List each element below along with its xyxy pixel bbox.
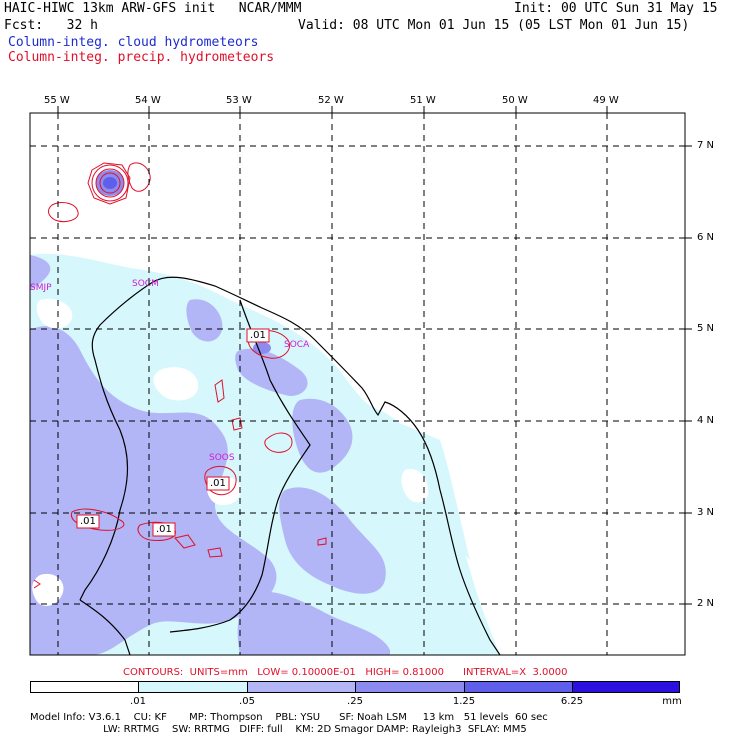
legend-swatch: [30, 681, 138, 693]
station-label-socm: SOCM: [132, 279, 159, 289]
legend-swatch: [138, 681, 247, 693]
map-frame: [29, 112, 686, 656]
lat-label-2n: 2 N: [697, 598, 715, 609]
lon-label-54w: 54 W: [135, 95, 161, 106]
valid-time: Valid: 08 UTC Mon 01 Jun 15 (05 LST Mon …: [298, 18, 690, 33]
station-label-soos: SOOS: [209, 453, 235, 463]
plot-title: HAIC-HIWC 13km ARW-GFS init NCAR/MMM: [4, 1, 302, 16]
legend-swatch: [355, 681, 464, 693]
legend-swatch: [464, 681, 572, 693]
precip-contours: [33, 162, 327, 589]
lon-label-49w: 49 W: [593, 95, 619, 106]
legend-units: mm: [662, 696, 682, 707]
model-info-line1: Model Info: V3.6.1 CU: KF MP: Thompson P…: [30, 712, 548, 723]
cloud-shading: [30, 170, 500, 655]
contour-info: CONTOURS: UNITS=mm LOW= 0.10000E-01 HIGH…: [123, 667, 568, 678]
legend-label: .05: [239, 696, 255, 707]
legend-swatch: [572, 681, 680, 693]
coastline: [79, 276, 501, 655]
contour-label: .01: [250, 330, 266, 341]
contour-label: .01: [80, 516, 96, 527]
lat-label-4n: 4 N: [697, 415, 715, 426]
contour-label: .01: [210, 478, 226, 489]
lat-label-3n: 3 N: [697, 507, 715, 518]
legend-swatch: [247, 681, 355, 693]
station-label-smjp: SMJP: [30, 283, 52, 293]
contour-label-boxes: [76, 328, 270, 537]
lon-label-52w: 52 W: [318, 95, 344, 106]
field-label-precip: Column-integ. precip. hydrometeors: [8, 50, 275, 65]
lat-lon-grid: [30, 113, 685, 655]
lon-label-51w: 51 W: [410, 95, 436, 106]
lon-label-55w: 55 W: [44, 95, 70, 106]
lon-label-50w: 50 W: [502, 95, 528, 106]
legend-label: .25: [347, 696, 363, 707]
contour-label: .01: [156, 524, 172, 535]
forecast-hour: Fcst: 32 h: [4, 18, 98, 33]
axis-ticks: [57, 106, 692, 605]
lon-label-53w: 53 W: [226, 95, 252, 106]
field-label-cloud: Column-integ. cloud hydrometeors: [8, 35, 259, 50]
legend-label: 6.25: [560, 696, 584, 707]
model-info-line2: LW: RRTMG SW: RRTMG DIFF: full KM: 2D Sm…: [30, 724, 527, 735]
station-label-soca: SOCA: [284, 340, 310, 350]
lat-label-5n: 5 N: [697, 323, 715, 334]
legend-label: 1.25: [452, 696, 476, 707]
lat-label-7n: 7 N: [697, 140, 715, 151]
lat-label-6n: 6 N: [697, 232, 715, 243]
legend-label: .01: [130, 696, 146, 707]
init-time: Init: 00 UTC Sun 31 May 15: [514, 1, 718, 16]
